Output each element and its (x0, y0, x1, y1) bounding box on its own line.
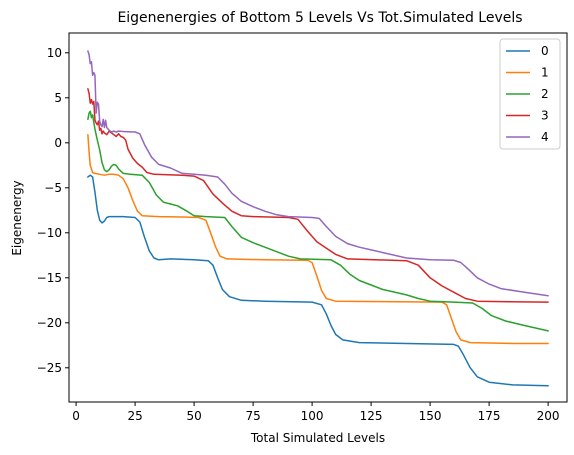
series-line-3 (87, 88, 549, 303)
y-tick-label-5: −15 (37, 271, 62, 285)
series-line-1 (87, 133, 549, 345)
y-axis-label: Eigenenergy (10, 180, 24, 255)
y-tick-label-0: 10 (47, 46, 62, 60)
y-axis: 10 5 0 −5 −10 −15 −20 −25 (37, 46, 69, 375)
x-axis: 0 25 50 75 100 125 150 175 200 (72, 402, 560, 423)
series-line-4 (87, 50, 549, 297)
legend: 0 1 2 3 4 (499, 38, 561, 150)
x-tick-label-1: 25 (127, 409, 142, 423)
y-tick-label-1: 5 (54, 91, 62, 105)
x-tick-label-8: 200 (537, 409, 560, 423)
x-tick-label-5: 125 (360, 409, 383, 423)
legend-label-4: 4 (541, 130, 549, 144)
x-tick-label-4: 100 (301, 409, 324, 423)
y-tick-label-7: −25 (37, 361, 62, 375)
series-line-2 (87, 110, 549, 332)
y-tick-label-6: −20 (37, 316, 62, 330)
y-tick-label-3: −5 (44, 181, 62, 195)
legend-label-3: 3 (541, 109, 549, 123)
x-tick-label-3: 75 (245, 409, 260, 423)
y-tick-label-2: 0 (54, 136, 62, 150)
series-layer (87, 50, 549, 387)
legend-label-2: 2 (541, 87, 549, 101)
plot-frame (68, 32, 568, 403)
x-axis-label: Total Simulated Levels (250, 431, 385, 445)
x-tick-label-7: 175 (478, 409, 501, 423)
series-line-0 (87, 174, 549, 387)
x-tick-label-2: 50 (186, 409, 201, 423)
legend-label-0: 0 (541, 44, 549, 58)
x-tick-label-6: 150 (419, 409, 442, 423)
y-tick-label-4: −10 (37, 226, 62, 240)
legend-label-1: 1 (541, 66, 549, 80)
x-tick-label-0: 0 (72, 409, 80, 423)
chart-title: Eigenenergies of Bottom 5 Levels Vs Tot.… (117, 10, 522, 26)
